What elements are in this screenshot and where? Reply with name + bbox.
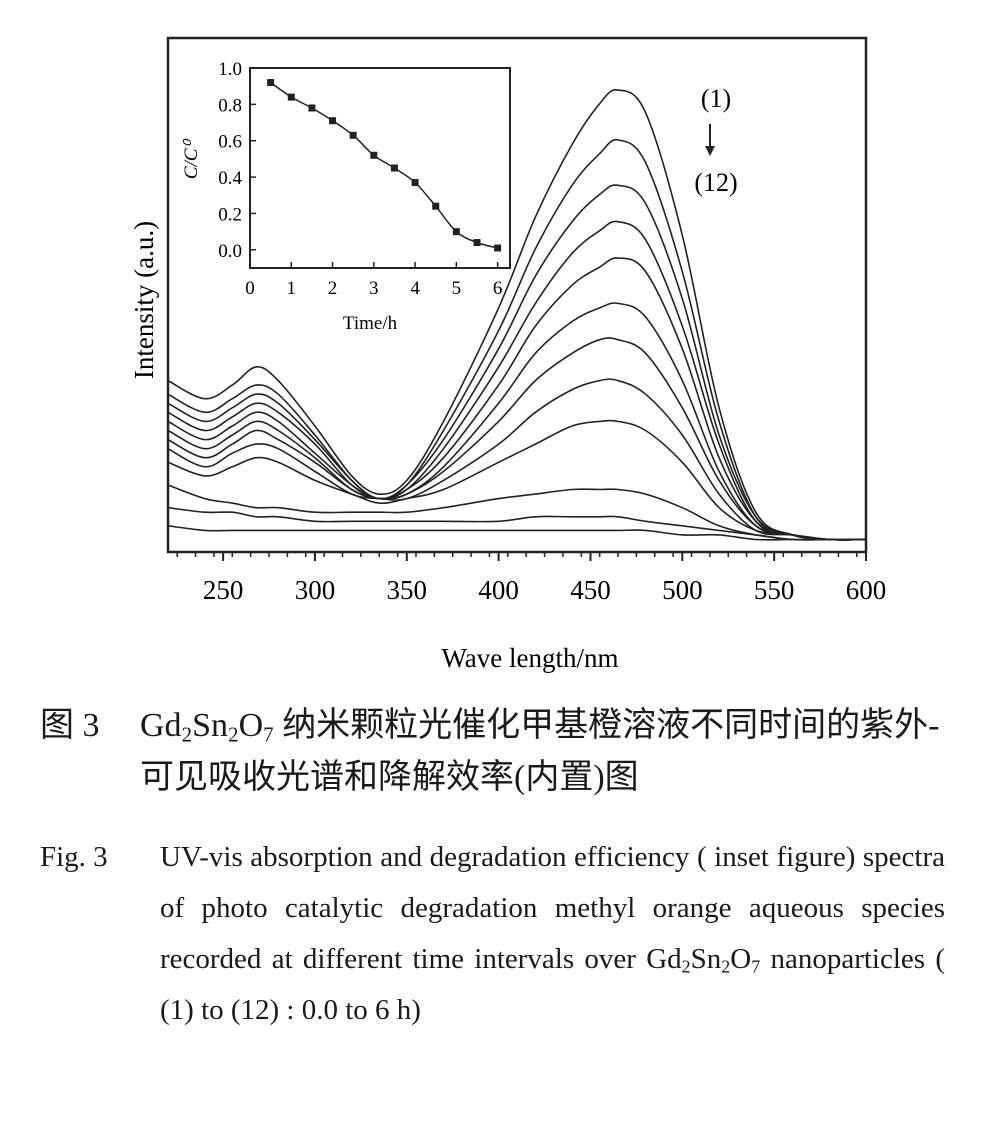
spectrum-line	[167, 419, 867, 541]
inset-y-axis-label: C/C⁰	[181, 139, 202, 180]
formula-sub: 2	[721, 956, 731, 977]
series-last-label: (12)	[694, 168, 737, 197]
formula-gd: Gd	[140, 707, 182, 744]
caption-cn-label: 图 3	[40, 707, 100, 744]
inset-y-tick-label: 0.6	[218, 132, 242, 153]
inset-x-tick-label: 5	[452, 278, 462, 299]
spectrum-line	[167, 302, 867, 541]
x-tick-label: 400	[478, 575, 519, 605]
spectrum-line	[167, 484, 866, 541]
inset-data-point	[287, 93, 295, 101]
spectrum-line	[167, 337, 867, 541]
inset-data-point	[432, 202, 440, 210]
uv-vis-chart: 250 300 350 400 450 500 550 600 Wave length/nm …	[129, 36, 887, 673]
main-x-ticks: 250 300 350 400 450 500 550 600	[176, 552, 887, 605]
main-plot-frame	[166, 36, 868, 554]
formula-o: O	[238, 707, 264, 744]
formula-sn: Sn	[690, 943, 722, 975]
inset-data-point	[329, 117, 337, 125]
caption-en-body-1: UV-vis absorption and degradation effici…	[160, 841, 945, 975]
inset-data-point	[390, 164, 398, 172]
spectrum-line	[167, 184, 867, 541]
inset-y-tick-label: 0.8	[218, 95, 242, 116]
inset-x-tick-label: 6	[493, 278, 503, 299]
formula-sub: 7	[263, 722, 274, 747]
inset-data-point	[349, 131, 357, 139]
formula-sub: 2	[681, 956, 691, 977]
spectrum-line	[167, 378, 867, 541]
caption-cn-body: 纳米颗粒光催化甲基橙溶液不同时间的紫外-可见吸收光谱和降解效率(内置)图	[140, 707, 940, 796]
caption-en-text: UV-vis absorption and degradation effici…	[160, 832, 945, 1036]
inset-x-axis-label: Time/h	[343, 313, 398, 334]
inset-x-tick-label: 4	[410, 278, 420, 299]
inset-data-point	[370, 151, 378, 159]
inset-x-tick-label: 2	[328, 278, 338, 299]
inset-y-tick-label: 0.0	[218, 241, 242, 262]
inset-data-point	[452, 228, 460, 236]
formula-sub: 2	[228, 722, 239, 747]
x-tick-label: 500	[662, 575, 703, 605]
inset-x-tick-label: 3	[369, 278, 379, 299]
formula-sub: 7	[751, 956, 761, 977]
caption-en-body-2: nanoparticles ( (1) to (12) : 0.0 to 6 h…	[160, 943, 945, 1026]
x-axis-label: Wave length/nm	[441, 643, 618, 673]
inset-series	[267, 79, 502, 252]
spectrum-line	[167, 506, 866, 541]
x-tick-label: 250	[203, 575, 244, 605]
inset-x-tick-label: 1	[287, 278, 297, 299]
spectrum-line	[167, 257, 867, 541]
x-tick-label: 450	[570, 575, 611, 605]
inset-data-point	[494, 244, 502, 252]
inset-data-point	[267, 79, 275, 87]
inset-data-point	[473, 239, 481, 247]
series-first-label: (1)	[701, 84, 731, 113]
x-tick-label: 550	[754, 575, 795, 605]
inset-data-point	[308, 104, 316, 112]
caption-cn-text: Gd2Sn2O7 纳米颗粒光催化甲基橙溶液不同时间的紫外-可见吸收光谱和降解效率…	[140, 700, 940, 804]
spectrum-line	[167, 220, 867, 541]
formula-sn: Sn	[192, 707, 229, 744]
x-tick-label: 300	[295, 575, 336, 605]
inset-x-tick-label: 0	[245, 278, 255, 299]
inset-frame	[249, 67, 511, 269]
y-axis-label: Intensity (a.u.)	[129, 221, 159, 379]
formula-sub: 2	[181, 722, 193, 747]
spectrum-line	[167, 88, 867, 541]
main-series-group	[167, 88, 867, 541]
x-tick-label: 600	[846, 575, 887, 605]
down-arrow-icon	[705, 124, 715, 156]
figure: 250 300 350 400 450 500 550 600 Wave length/nm …	[129, 36, 887, 673]
spectrum-line	[167, 525, 866, 541]
inset-y-tick-label: 0.4	[218, 168, 242, 189]
formula-gd: Gd	[646, 943, 682, 975]
caption-en-label: Fig. 3	[40, 841, 108, 873]
x-tick-label: 350	[387, 575, 428, 605]
inset-y-tick-label: 1.0	[218, 59, 242, 80]
inset-data-point	[411, 179, 419, 187]
inset-y-tick-label: 0.2	[218, 204, 242, 225]
inset-ticks: 0 1 2 3 4 5 6 0.0 0.2 0.4 0.6 0.8 1.0	[218, 59, 502, 299]
spectrum-line	[167, 138, 867, 541]
formula-o: O	[730, 943, 752, 975]
